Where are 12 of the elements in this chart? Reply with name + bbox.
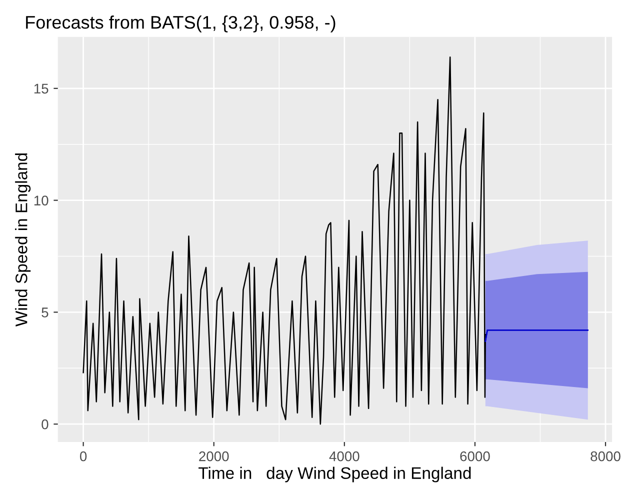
- y-axis-title: Wind Speed in England: [15, 153, 31, 326]
- y-tick-label: 15: [34, 84, 48, 94]
- y-tick-label: 10: [34, 196, 48, 206]
- y-tick-label: 0: [42, 419, 48, 430]
- y-tick-label: 5: [42, 308, 48, 318]
- x-tick-label: 8000: [590, 451, 620, 462]
- x-tick-label: 0: [80, 451, 87, 462]
- chart-title: Forecasts from BATS(1, {3,2}, 0.958, -): [26, 16, 336, 32]
- x-tick-label: 4000: [329, 451, 360, 462]
- x-axis-title: Time in day Wind Speed in England: [198, 466, 471, 482]
- x-tick-label: 6000: [460, 451, 490, 462]
- x-tick-label: 2000: [199, 451, 229, 462]
